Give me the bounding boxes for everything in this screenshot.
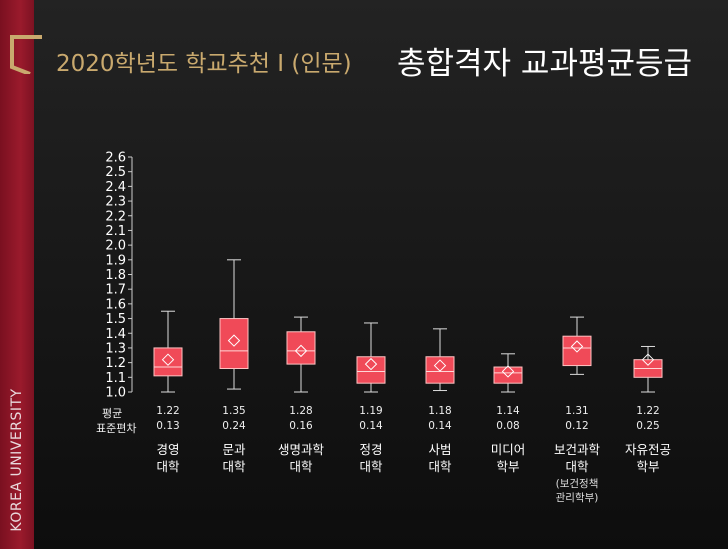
mean-marker <box>433 359 447 372</box>
sd-row-label: 표준편차 <box>96 422 137 435</box>
y-tick-label: 2.0 <box>105 239 126 254</box>
category-label: 사범 대학 <box>428 442 452 474</box>
y-tick-label: 1.2 <box>105 356 126 371</box>
box-iqr <box>153 347 183 377</box>
y-tick-label: 1.6 <box>105 297 126 312</box>
category-label: 문과 대학 <box>222 442 246 474</box>
y-tick-label: 2.5 <box>105 165 126 180</box>
category-label: 경영 대학 <box>156 442 180 474</box>
sidebar-band: KOREA UNIVERSITY <box>0 0 34 549</box>
y-tick-label: 1.8 <box>105 268 126 283</box>
mean-value: 1.19 <box>359 405 383 417</box>
sd-value: 0.12 <box>565 420 589 432</box>
mean-value: 1.35 <box>222 405 246 417</box>
slide-subtitle: 2020학년도 학교추천 I (인문) <box>56 51 352 77</box>
mean-marker <box>570 340 584 353</box>
y-tick-label: 1.5 <box>105 312 126 327</box>
y-tick-label: 1.3 <box>105 341 126 356</box>
sd-value: 0.16 <box>289 420 313 432</box>
y-tick-label: 2.6 <box>105 151 126 166</box>
slide-title: 총합격자 교과평균등급 <box>397 46 693 82</box>
mean-marker <box>294 344 308 358</box>
sd-value: 0.25 <box>636 420 660 432</box>
category-sublabel: (보건정책 관리학부) <box>555 478 599 504</box>
box-iqr <box>219 318 249 369</box>
category-label: 생명과학 대학 <box>277 442 324 474</box>
bracket-logo-icon <box>10 35 42 74</box>
y-tick-label: 1.9 <box>105 253 126 268</box>
category-label: 보건과학 대학 <box>553 442 600 474</box>
mean-value: 1.14 <box>496 405 520 417</box>
sd-value: 0.08 <box>496 420 520 432</box>
y-tick-label: 1.4 <box>105 327 126 342</box>
mean-marker <box>364 357 378 371</box>
mean-value: 1.22 <box>156 405 180 417</box>
y-tick-label: 2.3 <box>105 195 126 210</box>
box-iqr <box>493 366 523 384</box>
category-label: 자유전공 학부 <box>624 442 671 474</box>
y-tick-label: 1.1 <box>105 371 126 386</box>
sd-value: 0.24 <box>222 420 246 432</box>
y-tick-label: 2.4 <box>105 180 126 195</box>
mean-marker <box>161 353 175 366</box>
box-iqr <box>425 356 455 384</box>
category-label: 미디어 학부 <box>490 442 526 474</box>
mean-marker <box>641 353 655 366</box>
mean-value: 1.22 <box>636 405 660 417</box>
mean-value: 1.31 <box>565 405 589 417</box>
sd-value: 0.14 <box>359 420 383 432</box>
sd-value: 0.13 <box>156 420 180 432</box>
mean-row-label: 평균 <box>102 407 123 420</box>
mean-value: 1.28 <box>289 405 313 417</box>
mean-marker <box>227 334 241 347</box>
category-label: 정경 대학 <box>359 442 383 474</box>
y-tick-label: 1.7 <box>105 283 126 298</box>
box-iqr <box>286 331 316 365</box>
y-tick-label: 1.0 <box>105 386 126 401</box>
sd-value: 0.14 <box>428 420 452 432</box>
mean-value: 1.18 <box>428 405 452 417</box>
y-tick-label: 2.1 <box>105 224 126 239</box>
y-tick-label: 2.2 <box>105 209 126 224</box>
mean-marker <box>501 365 515 378</box>
